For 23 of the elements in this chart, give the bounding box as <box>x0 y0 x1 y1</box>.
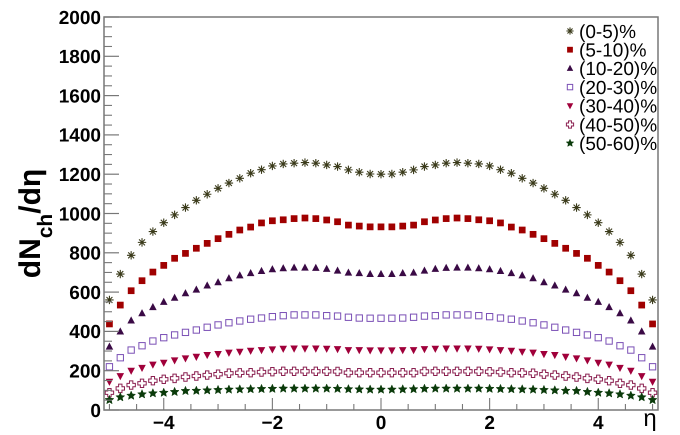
y-tick-label: 1400 <box>58 126 101 147</box>
y-tick-label: 400 <box>69 322 101 344</box>
legend-label: (10-20)% <box>579 59 658 80</box>
x-tick-label: 4 <box>592 413 604 434</box>
legend-label: (20-30)% <box>579 78 658 99</box>
y-tick-label: 1800 <box>58 47 101 68</box>
legend-label: (50-60)% <box>579 134 658 156</box>
y-tick-label: 800 <box>69 244 101 265</box>
y-tick-label: 200 <box>69 362 101 383</box>
legend-label: (0-5)% <box>579 22 636 43</box>
legend-label: (5-10)% <box>579 40 647 62</box>
y-tick-label: 1200 <box>58 165 101 186</box>
x-tick-label: 0 <box>376 413 386 434</box>
y-tick-label: 1600 <box>58 86 101 108</box>
x-axis-title: η <box>643 405 657 432</box>
x-tick-label: −2 <box>262 413 284 434</box>
y-tick-label: 1000 <box>58 204 101 226</box>
y-tick-label: 2000 <box>58 8 101 29</box>
x-tick-label: −4 <box>152 413 176 434</box>
legend-label: (30-40)% <box>579 96 658 118</box>
legend-label: (40-50)% <box>579 115 658 136</box>
x-tick-label: 2 <box>484 413 495 434</box>
y-tick-label: 600 <box>69 282 101 304</box>
